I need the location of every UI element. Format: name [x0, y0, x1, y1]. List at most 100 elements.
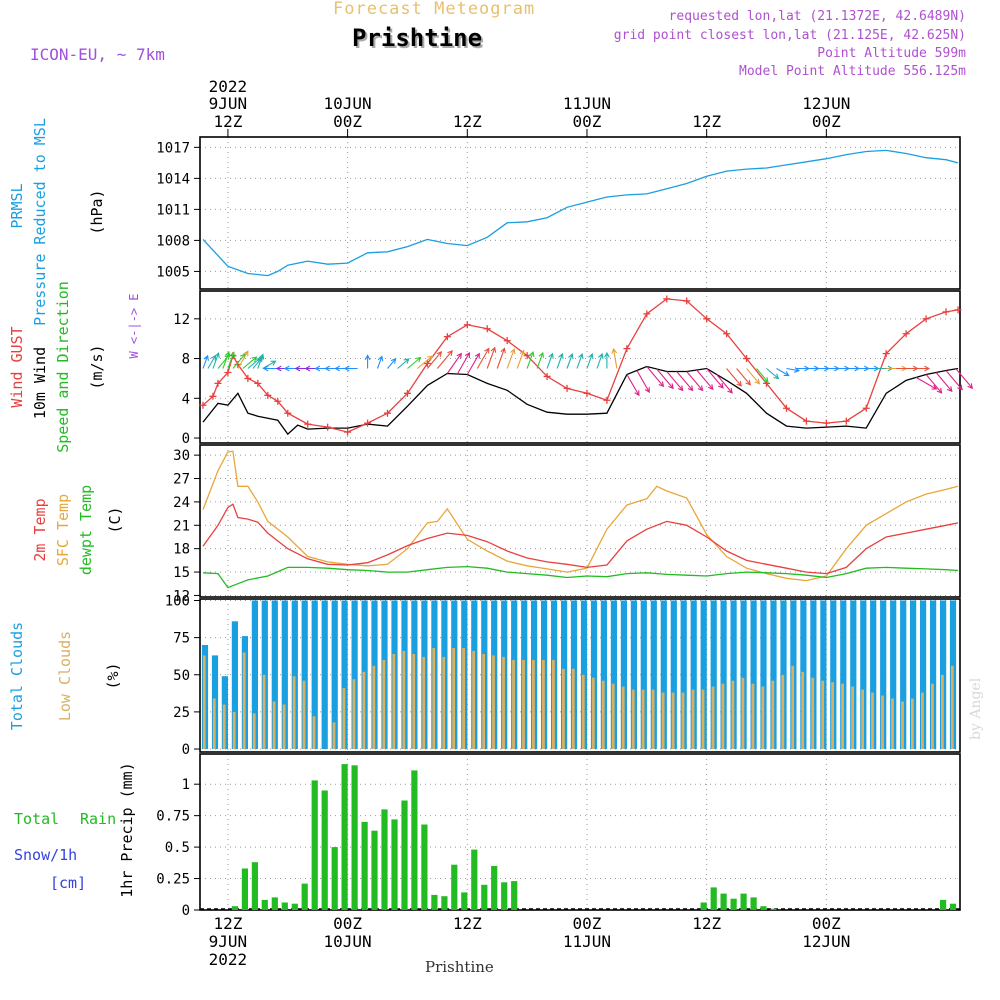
low-cloud-bar	[661, 692, 665, 749]
gust-marker	[244, 374, 252, 382]
total-cloud-bar	[780, 600, 787, 749]
total-cloud-bar	[750, 600, 757, 749]
low-cloud-bar	[571, 668, 575, 749]
clouds-y-tick-label: 50	[173, 668, 190, 684]
snow-unit-label: [cm]	[50, 874, 86, 892]
rain-bar	[730, 898, 737, 910]
wind-y-tick-label: 8	[182, 352, 190, 368]
top-time-label: 12Z	[692, 112, 721, 131]
low-cloud-bar	[422, 656, 426, 749]
wind-10m-line	[202, 365, 959, 436]
top-date-label: 9JUN	[209, 94, 248, 113]
low-clouds-label: Low Clouds	[56, 631, 74, 721]
temp-2m-line	[202, 503, 959, 575]
low-cloud-bar	[771, 680, 775, 749]
pressure-desc-label: Pressure Reduced to MSL	[31, 118, 49, 326]
low-cloud-bar	[452, 648, 455, 749]
low-cloud-bar	[292, 676, 296, 749]
gust-marker	[623, 345, 631, 353]
gust-marker	[822, 419, 830, 427]
temperature-y-tick-label: 12	[173, 588, 190, 604]
total-cloud-bar	[291, 600, 298, 749]
rain-bar	[351, 765, 358, 910]
wind-arrow	[716, 374, 733, 394]
dewpt-temp-line	[202, 565, 959, 589]
gust-marker	[563, 384, 571, 392]
wind-arrow	[207, 354, 216, 369]
total-cloud-bar	[850, 600, 857, 749]
wind-label: 10m Wind	[31, 347, 49, 419]
rain-bar	[241, 868, 248, 910]
prmsl-line	[202, 149, 959, 277]
low-cloud-bar	[601, 680, 605, 749]
low-cloud-bar	[352, 679, 356, 749]
rain-bar	[471, 849, 478, 910]
wind-arrow	[726, 368, 742, 387]
gust-marker	[862, 404, 870, 412]
rain-label-rain: Rain	[80, 810, 116, 828]
low-cloud-bar	[641, 689, 645, 749]
total-cloud-bar	[610, 600, 617, 749]
gust-label: Wind GUST	[8, 326, 26, 407]
gust-marker	[954, 306, 962, 314]
total-cloud-bar	[690, 600, 697, 749]
wind-arrow	[202, 354, 209, 369]
model-label: ICON-EU, ~ 7km	[30, 45, 165, 64]
wind-arrow	[212, 352, 220, 369]
low-cloud-bar	[581, 674, 585, 750]
top-time-label: 00Z	[812, 112, 841, 131]
watermark: by Angel	[968, 677, 984, 740]
low-cloud-bar	[761, 686, 765, 749]
low-cloud-bar	[542, 659, 545, 749]
low-cloud-bar	[851, 686, 854, 749]
rain-bar	[451, 864, 458, 910]
wind-arrow	[397, 358, 410, 369]
total-cloud-bar	[331, 600, 338, 749]
clouds-panel-frame	[199, 598, 961, 753]
low-cloud-bar	[791, 665, 795, 749]
bottom-date-label: 10JUN	[324, 932, 372, 951]
gust-marker	[199, 401, 207, 409]
low-cloud-bar	[412, 654, 416, 750]
total-clouds-label: Total Clouds	[8, 622, 26, 730]
total-cloud-bar	[351, 600, 358, 749]
bottom-time-label: 00Z	[333, 914, 362, 933]
model-altitude: Model Point Altitude 556.125m	[739, 64, 966, 79]
rain-bar	[949, 903, 957, 910]
rain-bar	[231, 906, 238, 910]
rain-bar	[391, 819, 398, 910]
rain-bar	[281, 902, 288, 910]
bottom-date-label: 11JUN	[563, 932, 611, 951]
wind-arrow	[526, 351, 535, 369]
low-cloud-bar	[392, 654, 396, 750]
wind-arrow	[566, 353, 574, 369]
gust-marker	[603, 396, 611, 404]
total-cloud-bar	[590, 600, 598, 749]
wind-arrow	[516, 349, 525, 369]
gust-marker	[503, 337, 511, 345]
gust-marker	[274, 397, 282, 405]
low-cloud-bar	[402, 651, 406, 749]
total-cloud-bar	[620, 600, 627, 749]
total-cloud-bar	[910, 600, 917, 749]
rain-bar	[381, 809, 388, 910]
rain-bar	[461, 892, 468, 910]
precip-y-tick-label: 0	[182, 903, 190, 919]
wind-y-tick-label: 0	[182, 431, 190, 447]
total-cloud-bar	[301, 600, 308, 749]
gust-marker	[284, 409, 292, 417]
wind-arrow	[746, 368, 761, 385]
clouds-y-tick-label: 75	[173, 631, 190, 647]
rain-bar	[311, 780, 318, 910]
bottom-time-label: 00Z	[812, 914, 841, 933]
rain-label-total: Total	[14, 810, 59, 828]
low-cloud-bar	[252, 713, 256, 750]
wind-arrow	[556, 352, 564, 369]
low-cloud-bar	[472, 651, 475, 749]
low-cloud-bar	[332, 722, 336, 749]
total-cloud-bar	[880, 600, 887, 749]
temperature-y-tick-label: 24	[173, 495, 190, 511]
requested-coords: requested lon,lat (21.1372E, 42.6489N)	[668, 9, 966, 24]
supertitle: Forecast Meteogram	[333, 0, 536, 19]
